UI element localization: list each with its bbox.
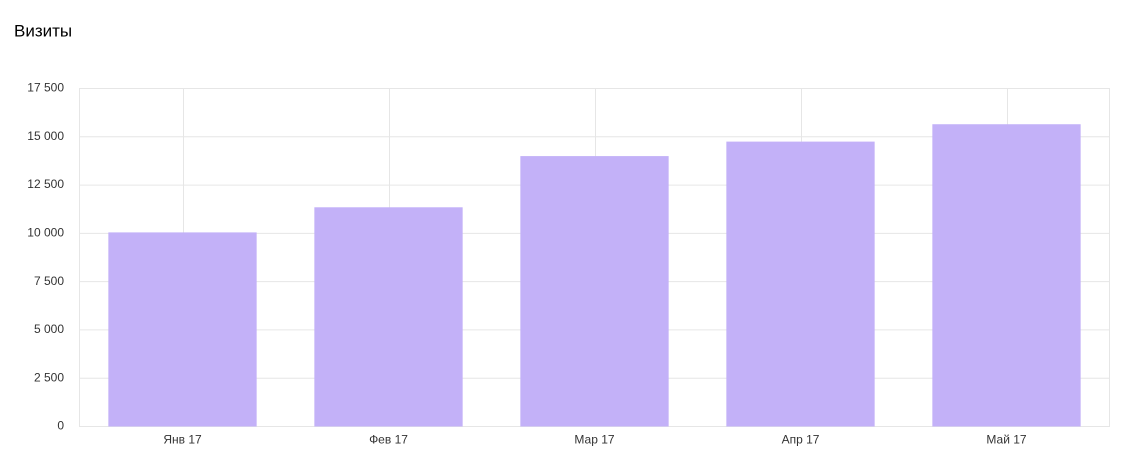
x-tick-label: Май 17	[986, 433, 1027, 447]
x-tick-label: Янв 17	[163, 433, 202, 447]
y-tick-label: 10 000	[27, 226, 64, 240]
y-tick-label: 12 500	[27, 177, 64, 191]
bar	[726, 141, 875, 427]
bar	[108, 232, 257, 427]
y-tick-label: 17 500	[27, 81, 64, 95]
bar	[520, 156, 669, 427]
x-tick-label: Апр 17	[782, 433, 820, 447]
bar	[314, 207, 463, 427]
y-tick-label: 0	[57, 419, 64, 433]
x-tick-label: Фев 17	[369, 433, 408, 447]
y-tick-label: 7 500	[34, 274, 64, 288]
x-tick-label: Мар 17	[574, 433, 614, 447]
chart-title: Визиты	[14, 21, 72, 40]
bar	[932, 124, 1081, 427]
y-tick-label: 15 000	[27, 129, 64, 143]
y-tick-label: 5 000	[34, 322, 64, 336]
y-tick-label: 2 500	[34, 370, 64, 384]
